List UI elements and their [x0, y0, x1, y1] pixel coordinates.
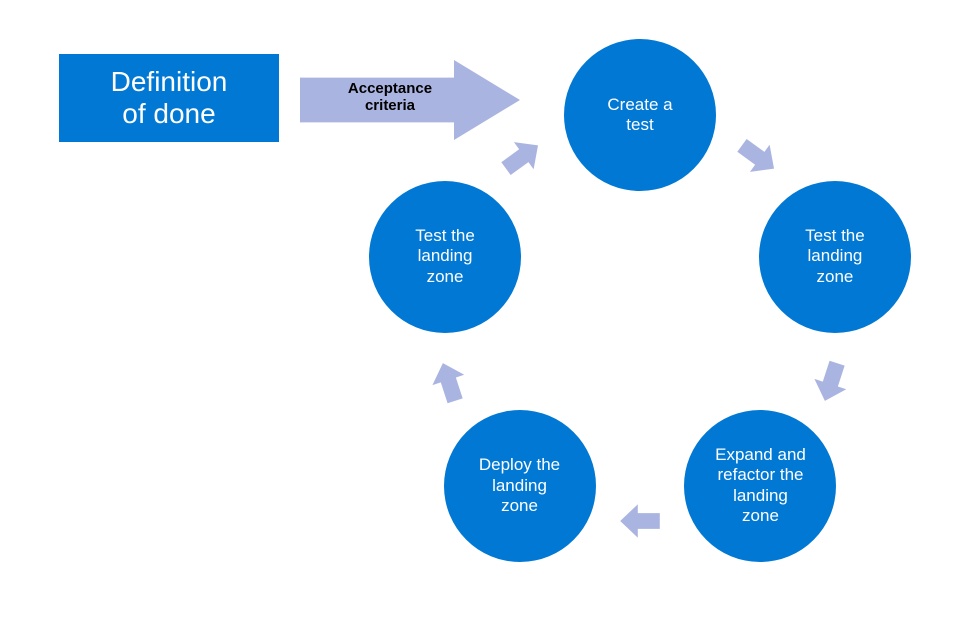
cycle-arrow-icon [803, 354, 858, 409]
cycle-node-label: Test thelandingzone [805, 226, 865, 287]
cycle-arrow-icon [421, 354, 476, 409]
cycle-node-test-zone-1: Test thelandingzone [759, 181, 911, 333]
cycle-node-deploy-zone: Deploy thelandingzone [444, 410, 596, 562]
cycle-node-label: Expand andrefactor thelandingzone [715, 445, 806, 527]
cycle-node-label: Deploy thelandingzone [479, 455, 560, 516]
definition-of-done-box: Definitionof done [59, 54, 279, 142]
cycle-node-label: Test thelandingzone [415, 226, 475, 287]
cycle-node-create-test: Create atest [564, 39, 716, 191]
cycle-node-expand-refactor: Expand andrefactor thelandingzone [684, 410, 836, 562]
cycle-node-test-zone-2: Test thelandingzone [369, 181, 521, 333]
definition-of-done-label: Definitionof done [111, 66, 228, 130]
cycle-node-label: Create atest [607, 95, 672, 136]
cycle-arrow-icon [727, 127, 788, 188]
acceptance-criteria-label: Acceptancecriteria [330, 80, 450, 115]
diagram-stage: Definitionof done Acceptancecriteria Creat… [0, 0, 980, 619]
cycle-arrow-icon [618, 499, 662, 543]
